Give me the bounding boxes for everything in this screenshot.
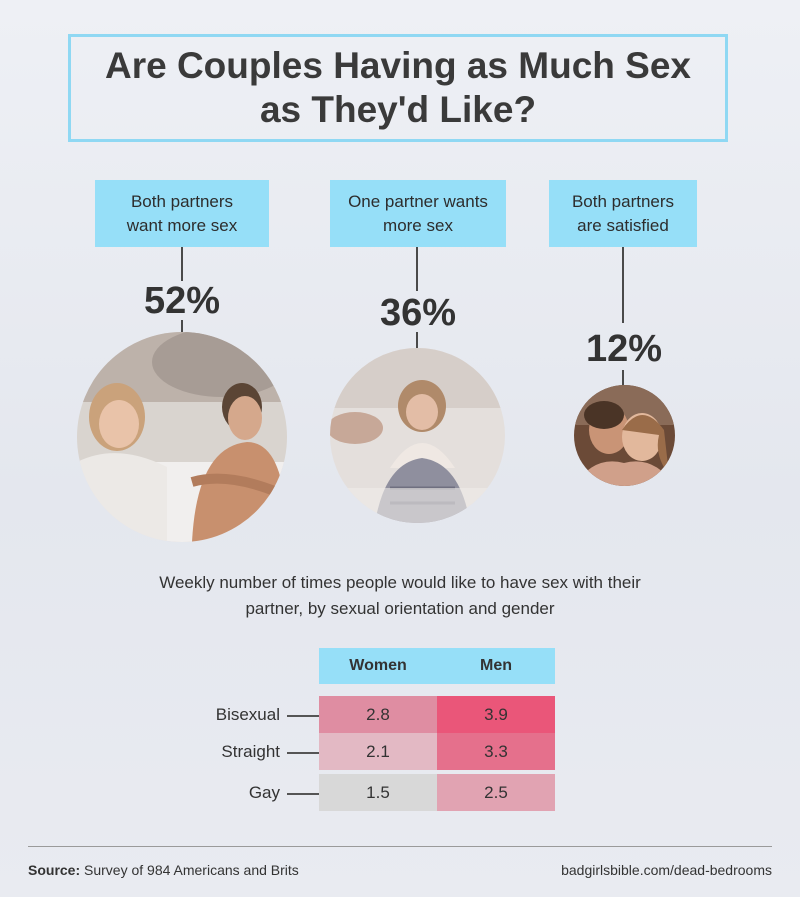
category-label-one-wants-more: One partner wants more sex	[330, 180, 506, 247]
connector-line	[622, 370, 624, 386]
table-cell-bisexual-women: 2.8	[319, 696, 437, 733]
title-box: Are Couples Having as Much Sex as They'd…	[68, 34, 728, 142]
connector-line	[416, 247, 418, 291]
category-label-both-satisfied: Both partners are satisfied	[549, 180, 697, 247]
source-label: Source:	[28, 862, 81, 878]
row-label-gay: Gay	[248, 783, 280, 802]
table-cell-straight-men: 3.3	[437, 733, 555, 770]
table-subtitle: Weekly number of times people would like…	[159, 573, 641, 618]
column-header-women: Women	[319, 648, 437, 684]
table-cell-bisexual-men: 3.9	[437, 696, 555, 733]
footer-divider	[28, 846, 772, 847]
connector-line	[181, 320, 183, 334]
table-cell-gay-women: 1.5	[319, 774, 437, 811]
percent-label-one-wants-more: 36%	[379, 292, 457, 334]
connector-line	[622, 247, 624, 323]
connector-line	[416, 332, 418, 350]
row-tick	[287, 752, 322, 754]
table-cell-gay-men: 2.5	[437, 774, 555, 811]
source-text: Survey of 984 Americans and Brits	[80, 862, 299, 878]
connector-line	[181, 247, 183, 281]
percent-label-both-satisfied: 12%	[585, 328, 663, 370]
table-cell-straight-women: 2.1	[319, 733, 437, 770]
happy-couple-photo	[574, 385, 675, 486]
sad-woman-in-bed-photo	[330, 348, 505, 523]
row-label-straight: Straight	[221, 742, 280, 761]
percent-label-both-want-more: 52%	[143, 280, 221, 322]
row-tick	[287, 793, 322, 795]
row-tick	[287, 715, 322, 717]
source-url: badgirlsbible.com/dead-bedrooms	[561, 862, 772, 878]
page-title: Are Couples Having as Much Sex as They'd…	[104, 45, 691, 130]
couple-turned-away-photo	[77, 332, 287, 542]
category-label-both-want-more: Both partners want more sex	[95, 180, 269, 247]
row-label-bisexual: Bisexual	[215, 705, 280, 724]
source-note: Source: Survey of 984 Americans and Brit…	[28, 862, 299, 878]
column-header-men: Men	[437, 648, 555, 684]
